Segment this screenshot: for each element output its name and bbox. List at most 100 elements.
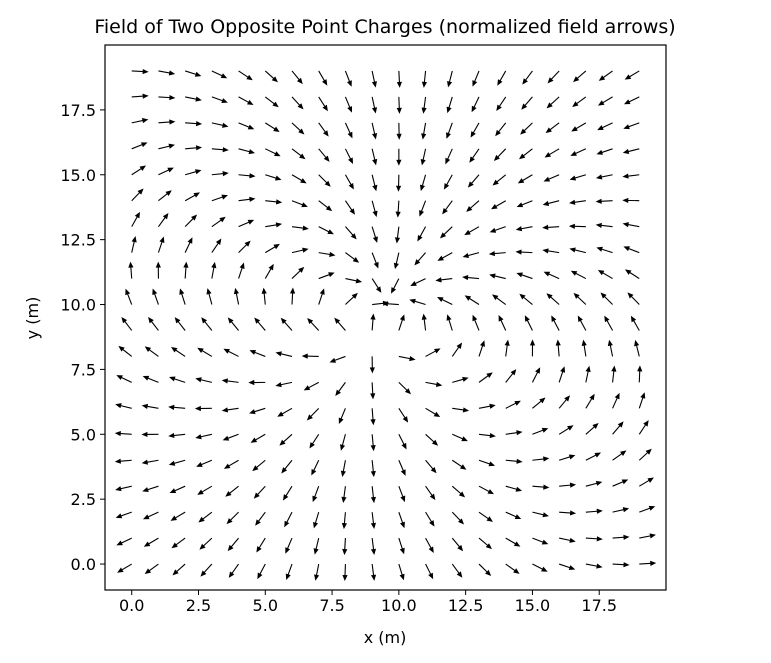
field-arrow	[196, 459, 213, 467]
field-arrow	[370, 408, 376, 426]
field-arrow	[498, 315, 507, 331]
field-arrow	[254, 317, 266, 331]
field-arrow	[371, 278, 382, 293]
field-arrow	[253, 485, 266, 499]
x-tick-label: 5.0	[253, 596, 278, 615]
field-arrow	[532, 427, 549, 435]
field-arrow	[282, 485, 293, 501]
field-arrow	[238, 122, 255, 130]
field-arrow	[131, 93, 149, 99]
field-arrow	[280, 317, 293, 331]
field-arrow	[195, 377, 212, 383]
field-arrow	[570, 270, 587, 280]
field-arrow	[464, 226, 480, 236]
field-arrow	[437, 252, 453, 261]
field-arrow	[233, 287, 240, 305]
field-arrow	[624, 269, 640, 280]
field-arrow	[627, 292, 640, 305]
field-arrow	[345, 252, 360, 263]
field-arrow	[179, 288, 186, 305]
field-arrow	[291, 148, 306, 160]
x-tick-label: 7.5	[319, 596, 344, 615]
field-arrow	[520, 122, 533, 135]
field-arrow	[439, 226, 453, 239]
field-arrow	[517, 174, 533, 184]
field-arrow	[558, 454, 576, 461]
field-arrow	[312, 485, 320, 503]
field-arrow	[623, 246, 640, 254]
field-arrow	[451, 511, 465, 525]
field-arrow	[595, 222, 613, 228]
field-arrow	[318, 200, 333, 212]
field-arrow	[604, 315, 614, 331]
field-arrow	[585, 508, 603, 514]
field-arrow	[569, 247, 586, 254]
field-arrow	[118, 345, 133, 357]
field-arrow	[318, 272, 335, 280]
field-arrow	[622, 148, 640, 154]
field-arrow	[542, 200, 560, 206]
field-arrow	[446, 122, 453, 139]
field-arrow	[612, 392, 620, 409]
field-arrow	[238, 219, 255, 228]
field-arrow	[131, 188, 144, 202]
field-arrow	[211, 216, 226, 228]
field-arrow	[410, 278, 426, 286]
field-arrow	[370, 382, 376, 400]
field-arrow	[595, 174, 613, 180]
field-arrow	[470, 122, 480, 138]
field-arrow	[249, 407, 266, 415]
field-arrow	[265, 243, 280, 254]
field-arrow	[505, 400, 521, 409]
field-arrow	[285, 537, 293, 554]
field-arrow	[393, 252, 400, 270]
field-arrow	[396, 122, 402, 140]
field-arrow	[197, 347, 213, 357]
field-arrow	[542, 224, 560, 230]
field-arrow	[171, 537, 186, 549]
field-arrow	[596, 148, 613, 155]
field-arrow	[116, 537, 132, 546]
field-arrow	[250, 433, 266, 443]
field-arrow	[489, 226, 506, 233]
field-arrow	[425, 459, 437, 474]
field-arrow	[344, 96, 353, 113]
field-arrow	[521, 96, 533, 110]
field-arrow	[559, 537, 576, 543]
field-arrow	[211, 171, 229, 177]
field-arrow	[148, 317, 159, 331]
field-arrow	[291, 247, 309, 254]
field-arrow	[306, 407, 320, 421]
field-arrow	[158, 190, 172, 202]
field-arrow	[142, 375, 159, 383]
field-arrow	[311, 459, 320, 476]
field-arrow	[318, 96, 328, 112]
x-tick-label: 0.0	[119, 596, 144, 615]
chart-title: Field of Two Opposite Point Charges (nor…	[94, 16, 675, 38]
field-arrow	[600, 292, 613, 305]
field-arrow	[585, 563, 603, 569]
field-arrow	[121, 316, 133, 331]
field-arrow	[409, 298, 426, 306]
y-tick-label: 10.0	[60, 296, 96, 315]
field-arrow	[472, 314, 480, 331]
field-arrow	[371, 252, 379, 269]
field-arrow	[117, 563, 132, 573]
field-arrow	[532, 511, 549, 518]
field-arrow	[144, 346, 159, 357]
field-arrow	[264, 263, 274, 279]
field-arrow	[492, 174, 507, 186]
field-arrow	[623, 122, 640, 130]
field-arrow	[466, 200, 480, 212]
field-arrow	[634, 339, 640, 357]
field-arrow	[238, 148, 256, 155]
field-arrow	[345, 226, 357, 240]
field-arrow	[131, 165, 147, 176]
field-arrow	[569, 199, 586, 205]
field-arrow	[478, 563, 492, 576]
field-arrow	[275, 381, 293, 388]
field-arrow	[318, 70, 328, 86]
x-tick-label: 10.0	[381, 596, 417, 615]
field-arrow	[131, 68, 149, 75]
field-arrow	[398, 314, 405, 331]
